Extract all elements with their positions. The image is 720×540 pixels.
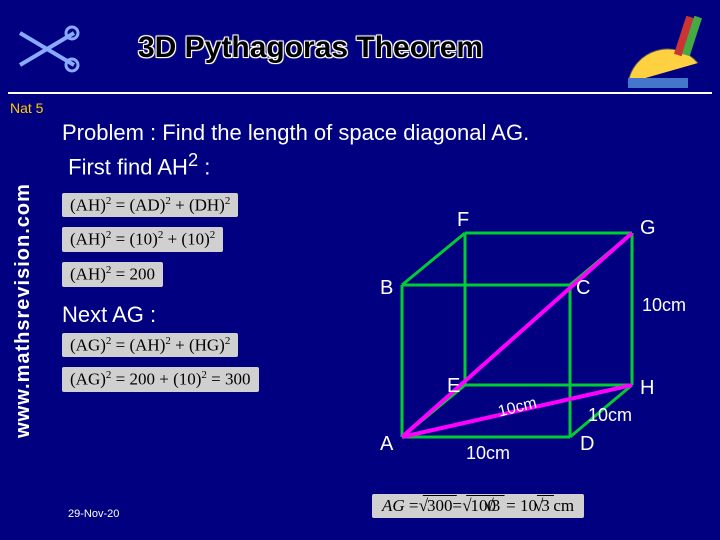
scissors-logo	[14, 23, 84, 73]
vertex-f: F	[457, 209, 469, 232]
cuboid-diagram: ABCDEFGH 10cm10cm10cm10cm	[370, 175, 700, 465]
vertex-b: B	[380, 277, 393, 300]
equation-1: (AH)2 = (AD)2 + (DH)2	[62, 193, 238, 218]
result-equation: AG = 300 √ = 100 √ 3 √ = 10 3 √cm	[372, 494, 584, 518]
url-text: www.mathsrevision.com	[12, 183, 35, 438]
equation-5: (AG)2 = 200 + (10)2 = 300	[62, 367, 259, 392]
vertex-e: E	[447, 375, 460, 398]
vertex-a: A	[380, 433, 393, 456]
edge-label-hg: 10cm	[642, 295, 686, 316]
protractor-icon	[618, 8, 708, 98]
vertex-g: G	[640, 217, 656, 240]
divider	[8, 92, 712, 94]
date-label: 29-Nov-20	[68, 508, 119, 520]
edge-label-dh: 10cm	[588, 405, 632, 426]
vertex-d: D	[580, 433, 594, 456]
vertex-c: C	[576, 277, 590, 300]
equation-2: (AH)2 = (10)2 + (10)2	[62, 227, 223, 252]
vertex-h: H	[640, 377, 654, 400]
equation-4: (AG)2 = (AH)2 + (HG)2	[62, 333, 238, 358]
level-badge: Nat 5	[10, 100, 43, 116]
edge-label-ad: 10cm	[466, 443, 510, 464]
problem-line-1: Problem : Find the length of space diago…	[62, 118, 712, 148]
title-bar: 3D Pythagoras Theorem	[0, 12, 720, 84]
equation-3: (AH)2 = 200	[62, 262, 163, 287]
page-title: 3D Pythagoras Theorem	[138, 31, 483, 65]
sidebar-url: www.mathsrevision.com	[10, 140, 36, 480]
